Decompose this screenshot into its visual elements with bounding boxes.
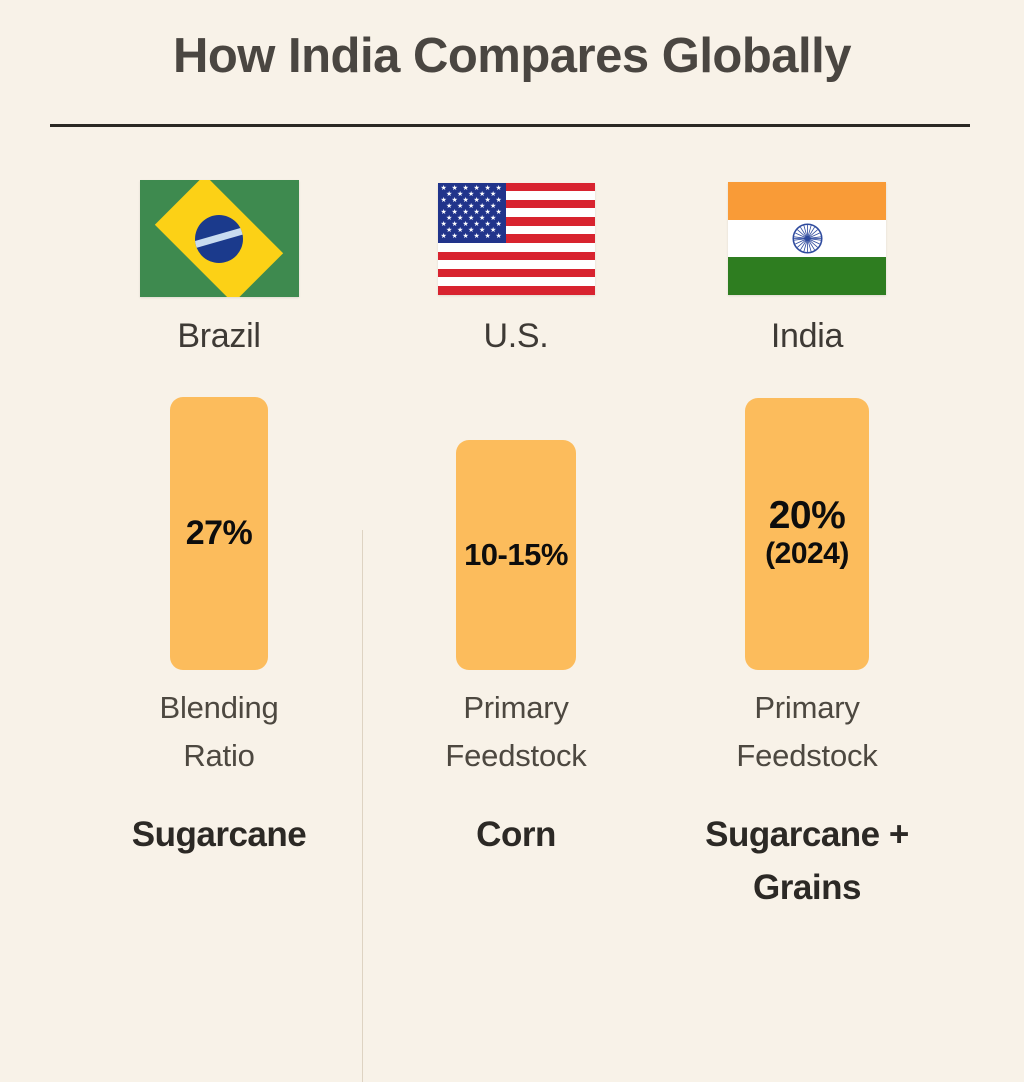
usa-flag-icon: ★ ★ ★ ★ ★ ★ ★ ★ ★ ★ ★ ★ ★ ★ ★ bbox=[437, 182, 595, 295]
bar-us: 10-15% bbox=[456, 440, 576, 670]
page-title: How India Compares Globally bbox=[172, 29, 852, 83]
us-flag-stripe bbox=[437, 251, 595, 261]
us-flag-stripe bbox=[437, 285, 595, 295]
caption-line: Blending bbox=[159, 690, 279, 725]
value-brazil: Sugarcane bbox=[80, 808, 358, 861]
value-us: Corn bbox=[368, 808, 664, 861]
bar-value-india: 20% bbox=[768, 494, 846, 538]
caption-line: Ratio bbox=[183, 738, 255, 774]
brazil-flag-wrapper bbox=[80, 176, 358, 301]
country-label-india: India bbox=[770, 317, 844, 355]
value-india: Sugarcane + Grains bbox=[664, 808, 950, 914]
india-flag-green-band bbox=[728, 257, 886, 295]
us-flag-stripe bbox=[437, 199, 595, 209]
brazil-flag-icon bbox=[139, 180, 299, 297]
value-line: Grains bbox=[753, 868, 861, 908]
column-divider bbox=[362, 530, 363, 1082]
bar-area-india: 20% (2024) bbox=[664, 370, 950, 670]
caption-india: Primary Feedstock bbox=[664, 684, 950, 781]
caption-line: Primary bbox=[754, 690, 860, 725]
bar-value-us: 10-15% bbox=[464, 536, 568, 572]
us-flag-canton: ★ ★ ★ ★ ★ ★ ★ ★ ★ ★ ★ ★ ★ ★ ★ bbox=[437, 182, 506, 243]
brazil-flag-band bbox=[195, 224, 243, 250]
infographic-page: How India Compares Globally Brazil 27% bbox=[0, 29, 1024, 1082]
bar-area-us: 10-15% bbox=[368, 370, 664, 670]
india-flag-wrapper bbox=[664, 176, 950, 301]
value-line: Corn bbox=[476, 815, 556, 854]
caption-line: Feedstock bbox=[736, 738, 878, 774]
country-label-brazil: Brazil bbox=[177, 317, 261, 355]
india-flag-icon bbox=[728, 182, 886, 295]
bar-brazil: 27% bbox=[170, 397, 268, 670]
us-flag-stripe bbox=[437, 234, 595, 243]
us-flag-stripe bbox=[437, 268, 595, 278]
value-line: Sugarcane + bbox=[705, 815, 909, 854]
caption-line: Primary bbox=[463, 690, 569, 725]
value-line: Sugarcane bbox=[131, 815, 307, 854]
india-flag-saffron-band bbox=[728, 182, 886, 220]
ashoka-chakra-icon bbox=[791, 223, 823, 254]
country-label-us: U.S. bbox=[483, 317, 549, 355]
bar-value-brazil: 27% bbox=[185, 513, 253, 552]
brazil-flag-globe bbox=[195, 214, 243, 263]
column-us: ★ ★ ★ ★ ★ ★ ★ ★ ★ ★ ★ ★ ★ ★ ★ bbox=[368, 160, 664, 950]
bar-area-brazil: 27% bbox=[80, 370, 358, 670]
caption-brazil: Blending Ratio bbox=[80, 684, 358, 781]
us-flag-stripe bbox=[437, 182, 595, 192]
column-india: India 20% (2024) Primary Feedstock Sugar… bbox=[664, 160, 950, 950]
comparison-columns: Brazil 27% Blending Ratio Sugarcane bbox=[0, 160, 1024, 1082]
title-divider-rule bbox=[50, 124, 970, 127]
bar-india: 20% (2024) bbox=[745, 398, 869, 670]
bar-note-india: (2024) bbox=[765, 537, 849, 571]
us-flag-wrapper: ★ ★ ★ ★ ★ ★ ★ ★ ★ ★ ★ ★ ★ ★ ★ bbox=[368, 176, 664, 301]
us-flag-stripe bbox=[437, 217, 595, 226]
caption-us: Primary Feedstock bbox=[368, 684, 664, 781]
column-brazil: Brazil 27% Blending Ratio Sugarcane bbox=[80, 160, 358, 950]
caption-line: Feedstock bbox=[445, 738, 587, 774]
